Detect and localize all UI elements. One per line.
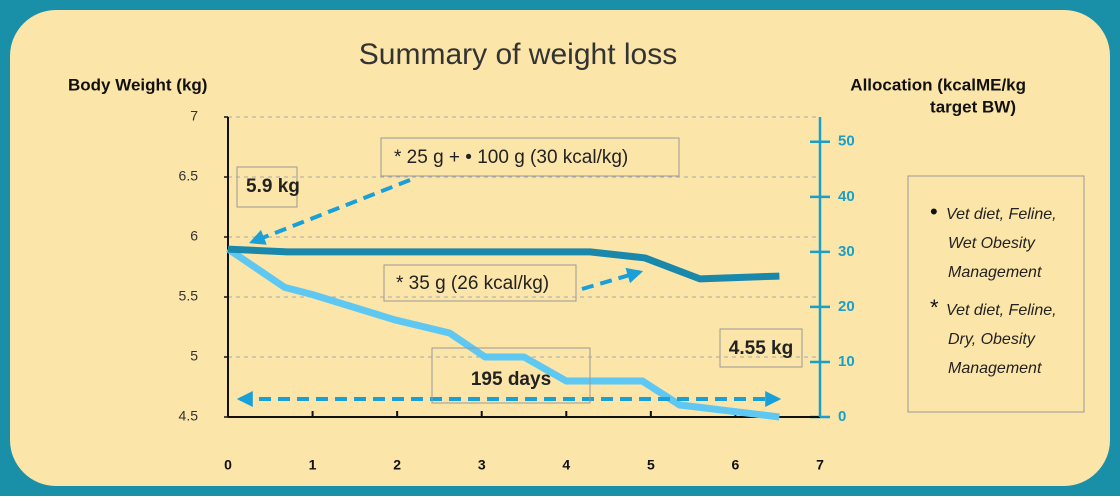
y-tick-label: 5	[190, 348, 198, 364]
annotation-box	[431, 347, 591, 404]
x-tick-label: 2	[393, 457, 401, 473]
y-tick-label: 4.5	[179, 408, 199, 424]
legend-text: Wet Obesity	[948, 235, 1036, 252]
legend-text: Vet diet, Feline,	[946, 302, 1057, 319]
annotation: * 35 g (26 kcal/kg)	[396, 273, 549, 294]
annotation-box	[383, 264, 577, 302]
y2-axis-title: Allocation (kcalME/kg	[850, 75, 1026, 94]
legend-text: Management	[948, 264, 1042, 281]
y-tick-label: 6	[190, 228, 198, 244]
legend-marker: *	[930, 295, 939, 320]
y-tick-label: 7	[190, 108, 198, 124]
x-tick-label: 0	[224, 457, 232, 473]
annotation-box	[236, 166, 298, 208]
legend-box	[907, 175, 1085, 413]
annotation: 4.55 kg	[729, 338, 793, 359]
annotation: 195 days	[471, 369, 551, 390]
data-line	[227, 245, 780, 283]
y2-tick-label: 0	[838, 408, 846, 425]
arrow	[249, 178, 411, 245]
legend-text: Vet diet, Feline,	[946, 206, 1057, 223]
y2-tick-label: 10	[838, 353, 855, 370]
x-tick-label: 3	[478, 457, 486, 473]
y-axis-title: Body Weight (kg)	[68, 75, 207, 94]
x-tick-label: 4	[562, 457, 570, 473]
annotation: * 25 g + • 100 g (30 kcal/kg)	[394, 147, 628, 168]
legend-marker: •	[930, 199, 938, 224]
x-tick-label: 6	[732, 457, 740, 473]
legend-text: Dry, Obesity	[948, 331, 1036, 348]
x-tick-label: 7	[816, 457, 824, 473]
x-tick-label: 5	[647, 457, 655, 473]
y-tick-label: 5.5	[179, 288, 199, 304]
y2-tick-label: 20	[838, 298, 855, 315]
chart-title: Summary of weight loss	[359, 38, 677, 71]
y2-axis-title: target BW)	[930, 97, 1016, 116]
annotation-box	[719, 328, 803, 368]
y2-tick-label: 30	[838, 243, 855, 260]
y2-tick-label: 40	[838, 188, 855, 205]
annotation: 5.9 kg	[246, 176, 300, 197]
annotation-box	[380, 137, 680, 177]
y-tick-label: 6.5	[179, 168, 199, 184]
legend-text: Management	[948, 360, 1042, 377]
x-tick-label: 1	[309, 457, 317, 473]
y2-tick-label: 50	[838, 133, 855, 150]
arrow	[581, 267, 644, 291]
panel	[10, 10, 1110, 486]
